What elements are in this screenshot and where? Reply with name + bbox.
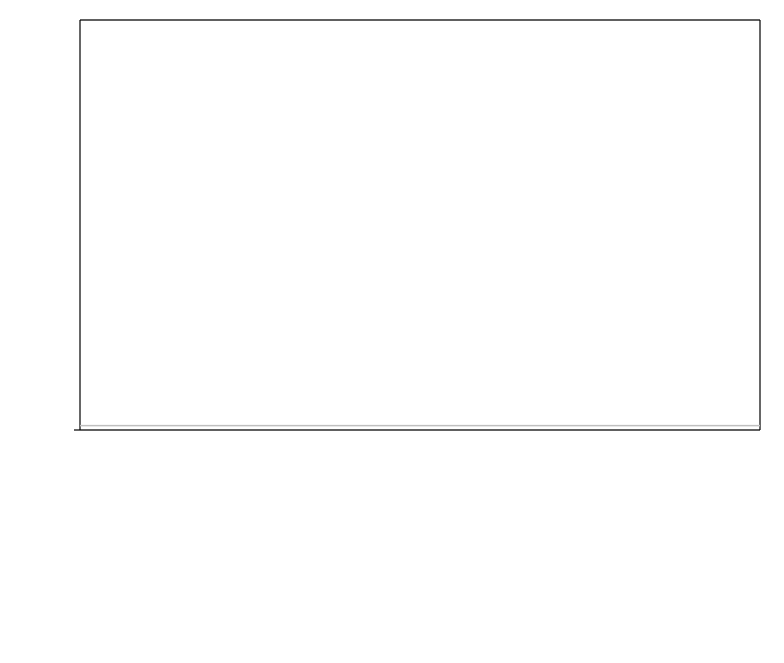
line-chart: [0, 0, 784, 663]
chart-container: [0, 0, 784, 663]
